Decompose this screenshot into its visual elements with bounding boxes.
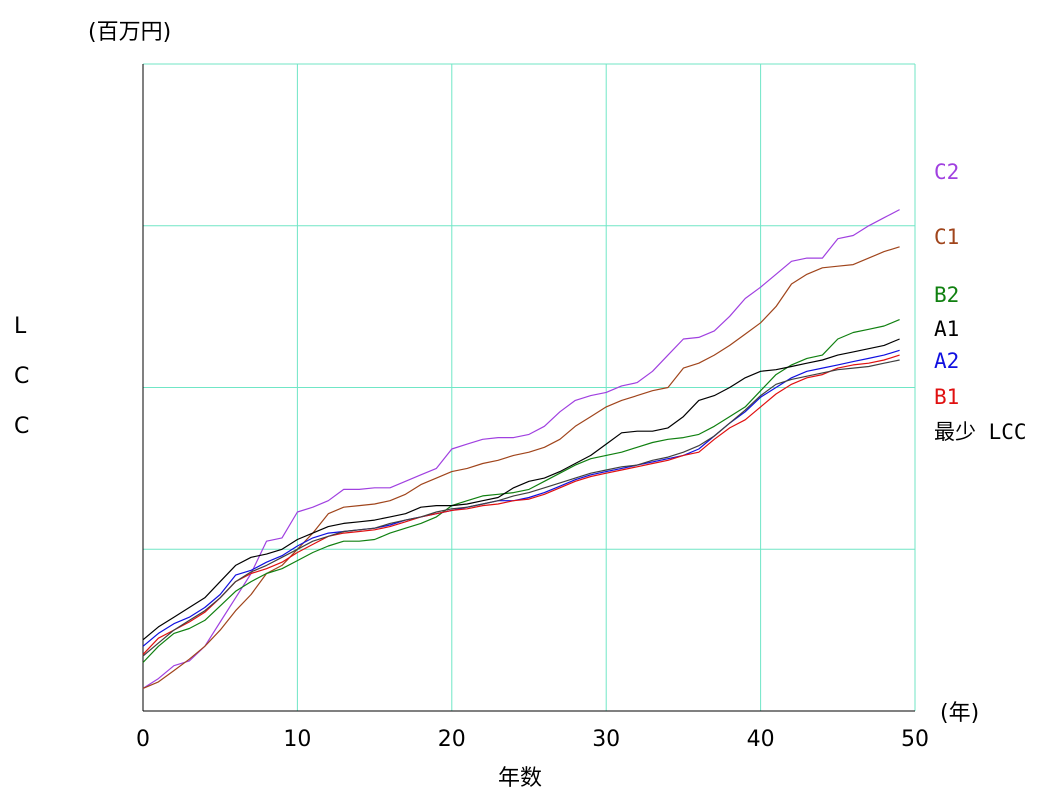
legend-item: C2	[934, 159, 960, 184]
x-tick-label: 0	[136, 727, 150, 752]
x-axis-title: 年数	[498, 766, 543, 791]
legend-item: A2	[934, 349, 960, 374]
series-lines	[142, 209, 900, 689]
series-line	[142, 246, 900, 689]
y-axis-title-char: C	[14, 364, 30, 389]
x-tick-labels: 0 10 20 30 40 50	[136, 727, 929, 752]
series-line	[142, 354, 900, 655]
series-line	[142, 359, 900, 657]
x-tick-label: 40	[747, 727, 775, 752]
series-line	[142, 338, 900, 641]
legend-item: 最少 LCC	[934, 419, 1027, 444]
series-line	[142, 209, 900, 689]
series-line	[142, 349, 900, 647]
x-unit-label: (年)	[940, 701, 980, 726]
x-tick-label: 30	[592, 727, 620, 752]
x-tick-label: 10	[283, 727, 311, 752]
y-unit-label: (百万円)	[88, 20, 172, 45]
y-axis-title-char: C	[14, 414, 30, 439]
legend-item: A1	[934, 316, 960, 341]
y-axis-title-char: L	[14, 314, 27, 339]
axes	[142, 64, 915, 712]
grid-lines	[143, 63, 916, 711]
legend-item: B2	[934, 282, 960, 307]
series-line	[142, 319, 900, 663]
legend-item: B1	[934, 384, 960, 409]
x-tick-label: 20	[438, 727, 466, 752]
x-tick-label: 50	[901, 727, 929, 752]
legend-item: C1	[934, 224, 960, 249]
